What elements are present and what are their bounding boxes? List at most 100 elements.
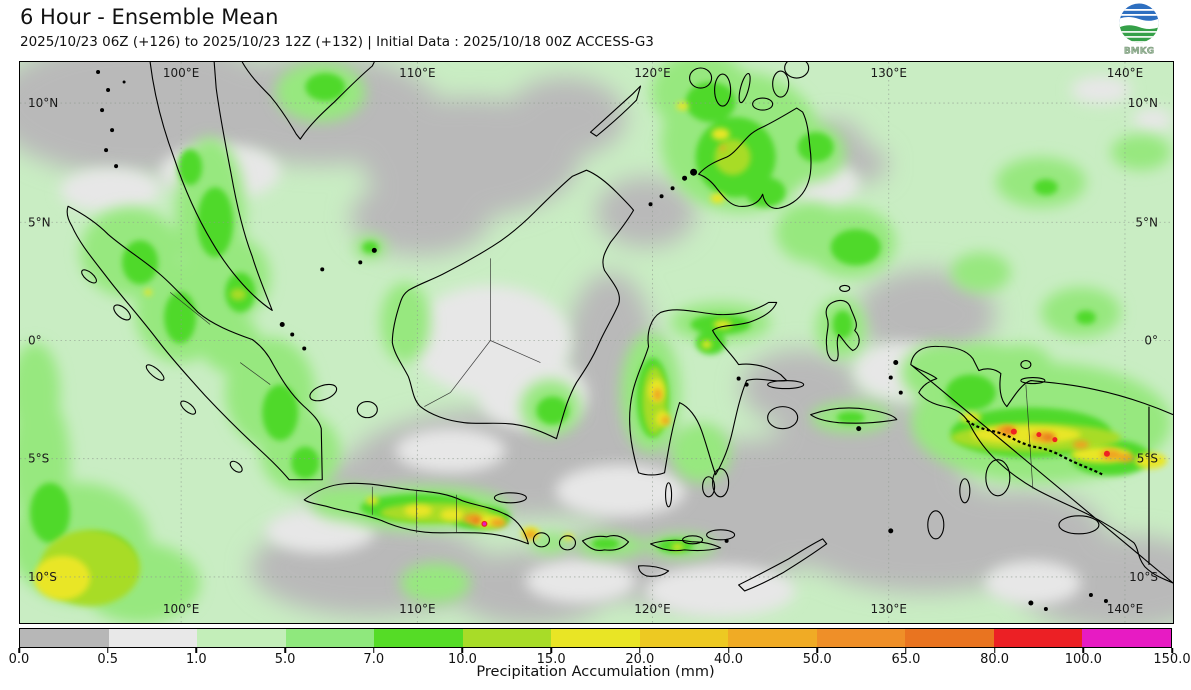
coastline-alor — [682, 535, 704, 545]
colorbar-segment — [639, 629, 729, 647]
coastline-aru — [985, 459, 1011, 497]
coastline-kai — [959, 478, 971, 504]
colorbar-tick-mark — [550, 648, 552, 653]
map-graphic — [893, 360, 899, 366]
colorbar-tick-label: 40.0 — [714, 652, 744, 667]
lon-label-top: 140°E — [1107, 66, 1143, 80]
coastline-sumba — [637, 565, 670, 577]
map-graphic — [1028, 600, 1034, 606]
lon-label-bottom: 140°E — [1107, 602, 1143, 616]
colorbar-tick-label: 0.5 — [97, 652, 119, 667]
papua-mountain-range — [966, 419, 1104, 476]
map-graphic — [797, 132, 834, 163]
map-graphic — [563, 533, 574, 540]
colorbar-tick-mark — [1082, 648, 1085, 653]
lat-label-right: 10°N — [1128, 96, 1158, 110]
map-graphic — [1119, 17, 1159, 29]
colorbar-tick-mark — [461, 648, 464, 653]
colorbar-tick-mark — [993, 648, 996, 653]
map-graphic — [645, 564, 796, 617]
colorbar-segment — [993, 629, 1083, 647]
map-graphic — [440, 508, 465, 521]
map-graphic — [1100, 449, 1121, 460]
map-graphic — [400, 562, 471, 603]
map-graphic — [720, 145, 726, 151]
map-graphic — [682, 175, 688, 181]
colorbar-tick-label: 7.0 — [363, 652, 385, 667]
map-graphic — [1072, 440, 1089, 449]
colorbar-tick-mark — [1171, 648, 1173, 653]
map-graphic — [710, 193, 725, 204]
colorbar-tick-label: 150.0 — [1153, 652, 1191, 667]
coastline-samar — [784, 62, 810, 79]
map-graphic — [736, 376, 741, 381]
coastline-palawan — [589, 85, 642, 137]
map-graphic — [832, 310, 853, 339]
coastline-madura — [493, 492, 527, 504]
map-graphic — [1088, 592, 1093, 597]
map-graphic — [164, 291, 197, 344]
map-graphic — [1117, 453, 1134, 462]
map-graphic — [96, 70, 101, 75]
colorbar-segment — [1082, 629, 1171, 647]
lon-label-top: 110°E — [399, 66, 435, 80]
map-graphic — [524, 530, 537, 539]
map-graphic — [898, 390, 903, 395]
coastline-belitung — [356, 401, 378, 419]
colorbar-segment — [108, 629, 198, 647]
map-graphic — [1033, 179, 1058, 196]
map-graphic — [830, 229, 881, 266]
coastline-sulawesi — [629, 301, 788, 476]
coastline-sumatra — [66, 205, 323, 481]
coastline-timor — [738, 538, 828, 592]
map-graphic — [525, 558, 636, 603]
colorbar-segment — [551, 629, 640, 647]
map-graphic — [490, 518, 507, 527]
map-graphic — [653, 388, 662, 401]
map-graphic — [358, 260, 363, 265]
map-graphic — [670, 186, 675, 191]
map-graphic — [711, 128, 730, 141]
map-canvas: 100°E 110°E 120°E 130°E 140°E 100°E 110°… — [19, 61, 1174, 624]
coastline-biak — [1020, 359, 1032, 370]
coastline-panay — [689, 67, 713, 89]
colorbar-segment — [905, 629, 994, 647]
colorbar-tick-mark — [727, 648, 730, 653]
map-graphic — [100, 108, 105, 113]
small-islands — [96, 70, 1108, 611]
coastline-malay-peninsula — [149, 62, 273, 311]
map-graphic — [1103, 450, 1110, 457]
coastline-indochina — [241, 62, 375, 140]
map-graphic — [744, 382, 749, 387]
map-graphic — [1043, 606, 1048, 611]
map-graphic — [371, 486, 457, 533]
map-graphic — [1025, 384, 1034, 489]
map-graphic — [81, 269, 97, 284]
colorbar-tick-label: 0.0 — [8, 652, 30, 667]
map-axis-labels: 100°E 110°E 120°E 130°E 140°E 100°E 110°… — [28, 66, 1158, 616]
map-graphic — [30, 482, 71, 543]
map-graphic — [591, 537, 620, 550]
colorbar-tick-label: 65.0 — [891, 652, 921, 667]
coastline-negros — [714, 73, 732, 107]
lat-label-left: 5°S — [28, 452, 49, 466]
lat-label-right: 5°S — [1137, 452, 1158, 466]
colorbar-tick-mark — [106, 648, 109, 653]
coastline-papua — [910, 345, 1173, 584]
map-graphic — [745, 177, 786, 208]
bmkg-logo: BMKG — [1119, 3, 1159, 56]
coastline-bohol — [752, 97, 774, 111]
map-graphic — [836, 411, 865, 424]
map-graphic — [291, 446, 320, 479]
map-graphic — [670, 422, 731, 483]
map-graphic — [34, 555, 91, 600]
map-graphic — [1119, 9, 1159, 11]
admin-boundaries — [169, 258, 1034, 533]
colorbar-tick-label: 1.0 — [186, 652, 207, 667]
map-graphic — [856, 426, 862, 432]
map-graphic — [1119, 36, 1159, 38]
map-graphic — [305, 73, 346, 102]
lon-label-top: 120°E — [634, 66, 670, 80]
coastline-sumbawa — [581, 535, 630, 551]
map-graphic — [290, 332, 295, 337]
